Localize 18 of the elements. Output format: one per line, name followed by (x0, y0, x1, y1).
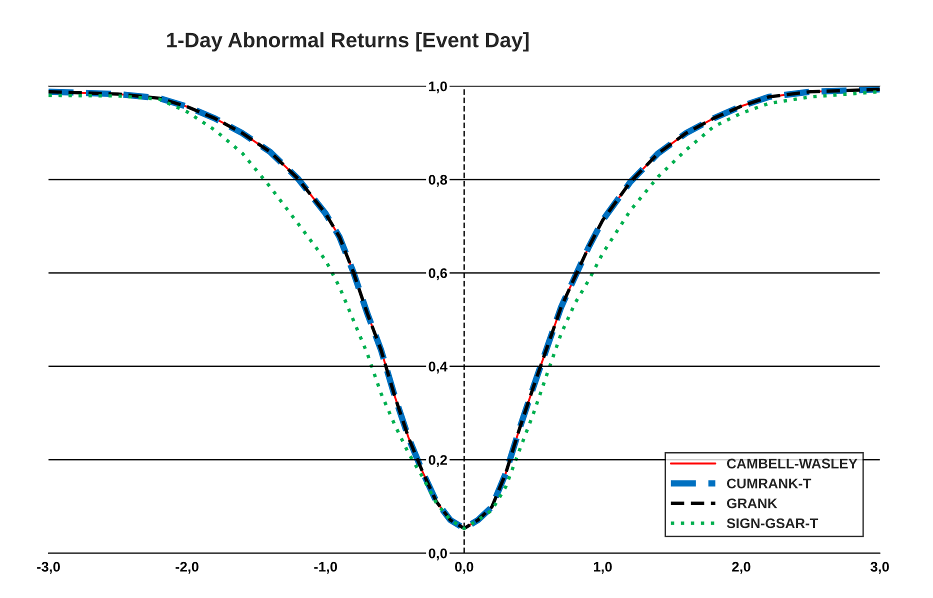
y-tick-label: 0,2 (428, 455, 447, 467)
y-tick-label: 0,4 (428, 362, 448, 374)
legend-label: CAMBELL-WASLEY (727, 458, 858, 469)
chart-title: 1-Day Abnormal Returns [Event Day] (167, 32, 529, 52)
y-tick-label: 1,0 (429, 81, 447, 94)
legend-label: SIGN-GSAR-T (726, 518, 818, 528)
x-tick-label: -1,0 (314, 562, 338, 574)
legend-label: CUMRANK-T (727, 478, 812, 488)
x-tick-label: 2,0 (732, 562, 750, 574)
legend-label: GRANK (727, 498, 778, 508)
x-tick-label: -3,0 (37, 562, 60, 574)
x-tick-label: 0,0 (455, 562, 474, 574)
x-tick-label: 1,0 (594, 562, 612, 574)
x-tick-label: 3,0 (870, 562, 889, 574)
x-tick-label: -2,0 (176, 562, 198, 574)
y-tick-label: 0,0 (428, 548, 447, 560)
y-tick-label: 0,8 (428, 174, 448, 187)
y-tick-label: 0,6 (428, 268, 447, 280)
